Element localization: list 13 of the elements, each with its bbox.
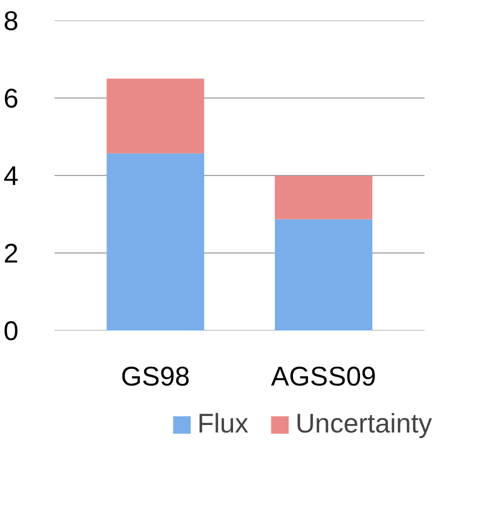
bar	[274, 219, 372, 330]
y-tick-label: 4	[3, 161, 19, 191]
x-tick-label: AGSS09	[271, 362, 376, 392]
y-tick-label: 8	[3, 6, 19, 36]
bar	[106, 153, 204, 330]
bar	[106, 78, 204, 154]
x-tick-label: GS98	[120, 362, 190, 392]
legend-label: Flux	[197, 408, 248, 440]
legend-label: Uncertainty	[295, 408, 432, 440]
y-tick-label: 0	[3, 316, 19, 346]
y-tick-label: 2	[3, 238, 19, 268]
bar	[274, 176, 372, 220]
y-tick-label: 6	[3, 84, 19, 114]
